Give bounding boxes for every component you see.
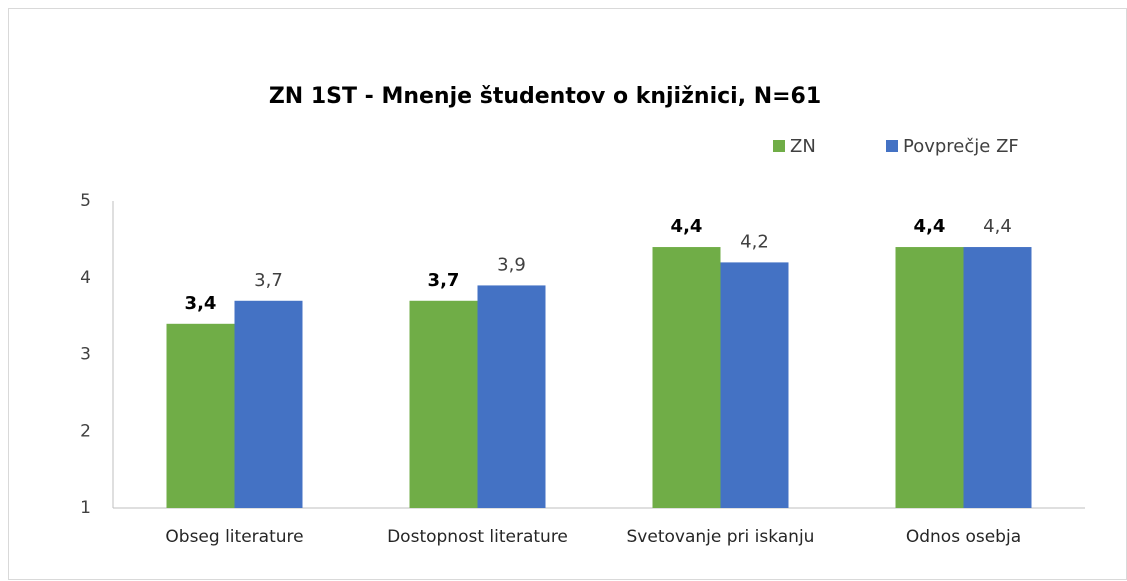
value-label: 3,7 xyxy=(428,270,460,291)
x-tick-label: Dostopnost literature xyxy=(387,527,568,547)
y-tick-label: 5 xyxy=(80,191,91,211)
value-label: 3,4 xyxy=(185,293,217,314)
y-tick-label: 1 xyxy=(80,498,91,518)
value-label: 4,4 xyxy=(914,216,946,237)
y-tick-label: 3 xyxy=(80,345,91,365)
value-label: 4,4 xyxy=(983,216,1012,237)
bar xyxy=(477,285,546,508)
bar xyxy=(234,300,303,508)
legend-swatch xyxy=(773,140,785,152)
value-label: 4,4 xyxy=(671,216,703,237)
bar xyxy=(895,247,964,509)
bar xyxy=(652,247,721,509)
bar xyxy=(720,262,789,508)
bar xyxy=(963,247,1032,509)
bar xyxy=(409,300,478,508)
x-tick-label: Svetovanje pri iskanju xyxy=(627,527,815,547)
y-tick-label: 4 xyxy=(80,268,91,288)
x-tick-label: Obseg literature xyxy=(165,527,303,547)
legend-label: Povprečje ZF xyxy=(903,136,1019,157)
legend-swatch xyxy=(886,140,898,152)
legend-label: ZN xyxy=(790,136,816,157)
value-label: 4,2 xyxy=(740,231,769,252)
chart-title: ZN 1ST - Mnenje študentov o knjižnici, N… xyxy=(269,84,821,109)
y-tick-label: 2 xyxy=(80,421,91,441)
x-tick-label: Odnos osebja xyxy=(906,527,1021,547)
value-label: 3,9 xyxy=(497,254,526,275)
bar xyxy=(166,323,235,508)
value-label: 3,7 xyxy=(254,270,283,291)
